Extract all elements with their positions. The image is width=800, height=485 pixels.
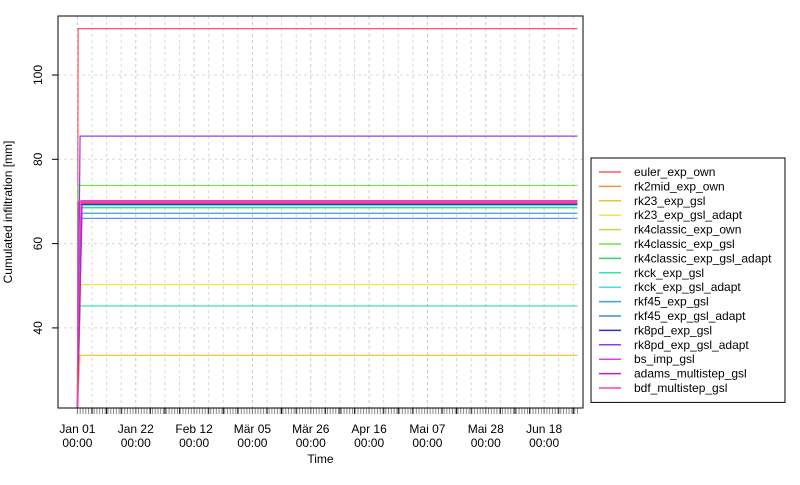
legend-label: rk4classic_exp_gsl_adapt xyxy=(634,251,772,265)
x-tick-sublabel: 00:00 xyxy=(62,436,92,450)
grid xyxy=(58,16,583,408)
legend-label: rk8pd_exp_gsl_adapt xyxy=(634,338,749,352)
x-tick-sublabel: 00:00 xyxy=(471,436,501,450)
legend-label: bdf_multistep_gsl xyxy=(634,381,727,395)
y-tick-label: 60 xyxy=(31,237,45,251)
x-tick-label: Mär 05 xyxy=(234,422,272,436)
legend-label: rk2mid_exp_own xyxy=(634,179,725,193)
series-line-rkck_exp_gsl_adapt xyxy=(76,205,578,409)
x-tick-sublabel: 00:00 xyxy=(412,436,442,450)
legend-label: rk23_exp_gsl xyxy=(634,194,705,208)
x-tick-label: Feb 12 xyxy=(175,422,213,436)
legend-label: rkck_exp_gsl xyxy=(634,266,704,280)
legend-label: rkck_exp_gsl_adapt xyxy=(634,280,741,294)
series-line-bs_imp_gsl xyxy=(76,200,578,409)
y-axis-title: Cumulated infiltration [mm] xyxy=(1,141,15,284)
x-tick-label: Jun 18 xyxy=(526,422,562,436)
x-axis-title: Time xyxy=(307,452,334,466)
x-tick-sublabel: 00:00 xyxy=(296,436,326,450)
x-tick-sublabel: 00:00 xyxy=(121,436,151,450)
legend: euler_exp_ownrk2mid_exp_ownrk23_exp_gslr… xyxy=(590,157,786,403)
series-line-bdf_multistep_gsl xyxy=(76,200,578,409)
series-line-rk2mid_exp_own xyxy=(76,201,578,409)
legend-label: rkf45_exp_gsl xyxy=(634,295,709,309)
legend-label: adams_multistep_gsl xyxy=(634,367,747,381)
series-line-rkf45_exp_gsl_adapt xyxy=(76,217,578,409)
legend-label: rkf45_exp_gsl_adapt xyxy=(634,309,746,323)
series-line-rk23_exp_gsl xyxy=(76,354,578,409)
x-tick-sublabel: 00:00 xyxy=(237,436,267,450)
x-tick-sublabel: 00:00 xyxy=(529,436,559,450)
series-lines xyxy=(76,28,578,409)
legend-label: rk8pd_exp_gsl xyxy=(634,323,712,337)
series-line-rkf45_exp_gsl xyxy=(76,212,578,409)
series-line-adams_multistep_gsl xyxy=(76,202,578,409)
x-tick-sublabel: 00:00 xyxy=(179,436,209,450)
series-line-rk23_exp_gsl_adapt xyxy=(76,283,578,409)
y-tick-label: 100 xyxy=(31,65,45,85)
series-line-rk8pd_exp_gsl_adapt xyxy=(76,135,578,409)
legend-label: rk23_exp_gsl_adapt xyxy=(634,208,743,222)
y-tick-label: 40 xyxy=(31,321,45,335)
series-line-rk4classic_exp_gsl_adapt xyxy=(76,207,578,409)
y-tick-label: 80 xyxy=(31,152,45,166)
x-tick-label: Mai 07 xyxy=(409,422,445,436)
x-tick-label: Apr 16 xyxy=(351,422,387,436)
x-tick-sublabel: 00:00 xyxy=(354,436,384,450)
plot-border xyxy=(57,15,584,409)
x-tick-label: Jan 01 xyxy=(59,422,95,436)
x-tick-label: Mai 28 xyxy=(468,422,504,436)
legend-box xyxy=(590,157,786,403)
legend-label: rk4classic_exp_gsl xyxy=(634,237,735,251)
series-line-rkck_exp_gsl xyxy=(76,305,578,409)
legend-label: bs_imp_gsl xyxy=(634,352,695,366)
x-tick-label: Jan 22 xyxy=(118,422,154,436)
x-tick-label: Mär 26 xyxy=(292,422,330,436)
legend-label: rk4classic_exp_own xyxy=(634,223,741,237)
legend-label: euler_exp_own xyxy=(634,165,715,179)
